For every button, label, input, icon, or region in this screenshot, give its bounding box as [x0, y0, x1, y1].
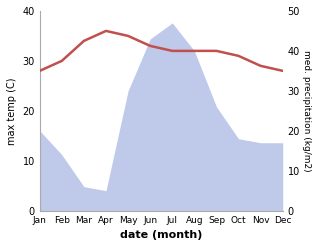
X-axis label: date (month): date (month): [120, 230, 203, 240]
Y-axis label: max temp (C): max temp (C): [7, 77, 17, 144]
Y-axis label: med. precipitation (kg/m2): med. precipitation (kg/m2): [302, 50, 311, 172]
